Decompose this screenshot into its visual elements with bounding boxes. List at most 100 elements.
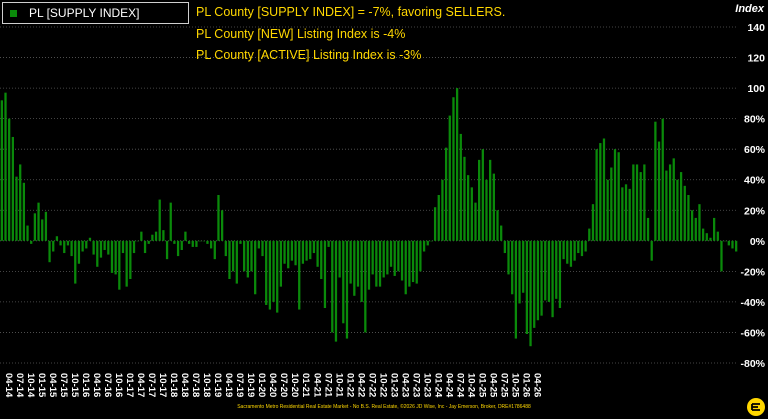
x-tick-label: 07-16 bbox=[102, 373, 113, 397]
bar bbox=[654, 121, 657, 241]
bar bbox=[165, 240, 169, 260]
x-tick-label: 10-18 bbox=[201, 373, 212, 397]
bar bbox=[356, 240, 360, 287]
bar bbox=[221, 210, 224, 241]
bar bbox=[8, 118, 11, 241]
bar bbox=[290, 240, 294, 261]
x-tick-label: 01-18 bbox=[168, 373, 179, 397]
bar bbox=[507, 240, 510, 275]
bar bbox=[235, 240, 238, 284]
bar bbox=[687, 195, 690, 241]
bar bbox=[441, 179, 444, 241]
bar bbox=[613, 149, 617, 241]
bar bbox=[404, 240, 407, 295]
bar bbox=[727, 240, 730, 246]
footer-credit: Sacramento Metro Residential Real Estate… bbox=[237, 404, 531, 410]
bar bbox=[243, 240, 246, 272]
bar bbox=[672, 158, 675, 241]
bar bbox=[154, 231, 158, 241]
x-tick-label: 07-19 bbox=[234, 373, 245, 397]
bar bbox=[463, 156, 466, 241]
y-tick-label: -20% bbox=[740, 266, 765, 278]
bar bbox=[444, 147, 448, 241]
annotation-active-listing-index: PL County [ACTIVE] Listing Index is -3% bbox=[196, 48, 422, 62]
bar bbox=[239, 240, 242, 244]
bar bbox=[419, 240, 422, 272]
x-tick-label: 01-22 bbox=[344, 373, 355, 397]
bar bbox=[158, 199, 161, 241]
x-tick-label: 01-15 bbox=[36, 373, 47, 398]
bar bbox=[562, 240, 565, 260]
x-tick-label: 04-20 bbox=[267, 373, 278, 397]
bar bbox=[118, 240, 121, 290]
bar bbox=[705, 233, 708, 241]
bar bbox=[474, 202, 477, 241]
x-tick-label: 04-17 bbox=[135, 373, 146, 397]
bar bbox=[59, 240, 62, 246]
x-tick-label: 10-17 bbox=[157, 373, 168, 397]
bar bbox=[489, 159, 492, 241]
bar bbox=[397, 240, 400, 272]
bar bbox=[265, 240, 268, 305]
y-tick-label: -80% bbox=[740, 358, 765, 370]
bar bbox=[492, 173, 495, 241]
y-tick-label: 120 bbox=[747, 53, 765, 65]
bar bbox=[617, 152, 620, 241]
bar bbox=[683, 185, 686, 241]
bar bbox=[496, 210, 499, 241]
bar bbox=[430, 240, 433, 242]
x-tick-label: 10-16 bbox=[113, 373, 124, 397]
x-tick-label: 07-18 bbox=[190, 373, 201, 397]
y-tick-label: 20% bbox=[744, 205, 766, 217]
bar bbox=[143, 240, 147, 254]
bar bbox=[309, 240, 312, 260]
bar bbox=[19, 164, 22, 241]
bar bbox=[92, 240, 95, 255]
bar bbox=[650, 240, 653, 261]
y-tick-label: 0% bbox=[750, 236, 766, 248]
bar bbox=[555, 240, 558, 299]
bar bbox=[30, 240, 33, 244]
bar bbox=[566, 240, 569, 264]
bar bbox=[657, 141, 661, 241]
x-tick-label: 10-15 bbox=[69, 373, 80, 398]
bar bbox=[206, 240, 209, 244]
bar bbox=[257, 240, 260, 249]
bar bbox=[386, 240, 389, 275]
bar bbox=[187, 240, 191, 244]
bar bbox=[298, 240, 301, 310]
bar bbox=[147, 240, 150, 244]
bar bbox=[364, 240, 367, 333]
bar bbox=[569, 240, 573, 267]
x-tick-label: 07-17 bbox=[146, 373, 157, 397]
bar bbox=[577, 240, 580, 254]
bar bbox=[305, 240, 308, 261]
bar bbox=[26, 225, 29, 241]
bar bbox=[437, 195, 440, 241]
bar bbox=[121, 240, 125, 254]
bar bbox=[408, 240, 411, 287]
bar bbox=[162, 230, 165, 241]
bar bbox=[283, 240, 286, 264]
bar bbox=[433, 207, 437, 241]
annotation-new-listing-index: PL County [NEW] Listing Index is -4% bbox=[196, 27, 406, 41]
bar bbox=[85, 240, 88, 249]
bar bbox=[514, 240, 518, 339]
bar bbox=[459, 133, 462, 241]
bar bbox=[378, 240, 382, 287]
bar bbox=[367, 240, 371, 290]
bar bbox=[125, 240, 128, 287]
x-tick-label: 01-20 bbox=[256, 373, 267, 397]
x-tick-label: 01-19 bbox=[212, 373, 223, 397]
x-tick-label: 04-23 bbox=[399, 373, 410, 397]
bar bbox=[573, 240, 576, 261]
x-tick-label: 04-14 bbox=[3, 373, 14, 398]
x-tick-label: 04-21 bbox=[311, 373, 322, 398]
bar bbox=[360, 240, 363, 302]
bar bbox=[77, 240, 81, 264]
x-tick-label: 07-25 bbox=[499, 373, 510, 398]
legend-label: PL [SUPPLY INDEX] bbox=[29, 6, 140, 20]
bar bbox=[345, 240, 349, 339]
bar bbox=[349, 240, 352, 284]
bar bbox=[276, 240, 279, 313]
